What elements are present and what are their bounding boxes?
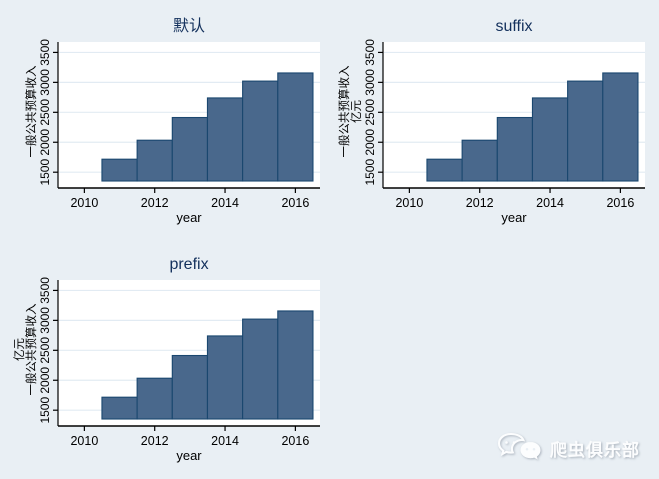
chart-panel-suffix: 1500 2000 2500 3000 3500 2010 2012 2014 2016 year… — [333, 6, 651, 239]
chart-title: 默认 — [173, 17, 205, 35]
svg-text:亿元: 亿元 — [13, 338, 26, 361]
svg-text:2014: 2014 — [211, 196, 239, 210]
svg-text:2012: 2012 — [141, 196, 169, 210]
bar-2015 — [567, 80, 604, 182]
wechat-bubbles-icon — [497, 432, 541, 460]
x-axis-title: year — [501, 210, 527, 225]
x-tick-labels: 2010 2012 2014 2016 — [70, 426, 309, 448]
svg-text:2012: 2012 — [466, 196, 494, 210]
y-axis-title: 一般公共预算收入 亿元 — [337, 65, 363, 157]
bar-2011 — [101, 158, 138, 182]
svg-text:一般公共预算收入: 一般公共预算收入 — [24, 303, 38, 395]
x-axis-title: year — [176, 448, 202, 463]
svg-text:1500: 1500 — [363, 159, 377, 186]
svg-text:2014: 2014 — [211, 434, 239, 448]
svg-text:1500: 1500 — [38, 397, 52, 424]
bars — [101, 310, 314, 420]
watermark-label: 爬虫俱乐部 — [550, 440, 640, 460]
svg-text:2016: 2016 — [606, 196, 634, 210]
chart-panel-prefix: 1500 2000 2500 3000 3500 2010 2012 2014 2016 year… — [8, 244, 326, 477]
bar-2016 — [277, 72, 314, 182]
svg-text:3500: 3500 — [38, 277, 52, 304]
bar-2011 — [426, 158, 463, 182]
bar-2015 — [242, 80, 279, 182]
svg-text:2014: 2014 — [536, 196, 564, 210]
bars — [426, 72, 639, 182]
y-axis-title: 亿元 一般公共预算收入 — [13, 303, 38, 395]
svg-text:1500: 1500 — [38, 159, 52, 186]
bar-2014 — [531, 97, 569, 182]
bar-2013 — [171, 116, 209, 182]
bar-2014 — [206, 335, 244, 420]
svg-text:2012: 2012 — [141, 434, 169, 448]
x-tick-labels: 2010 2012 2014 2016 — [395, 188, 634, 210]
bars — [101, 72, 314, 182]
svg-text:2016: 2016 — [281, 434, 309, 448]
svg-text:2000: 2000 — [38, 129, 52, 156]
x-tick-labels: 2010 2012 2014 2016 — [70, 188, 309, 210]
bar-2016 — [277, 310, 314, 420]
bar-2012 — [136, 377, 173, 420]
bar-2011 — [101, 396, 138, 420]
svg-text:一般公共预算收入: 一般公共预算收入 — [24, 65, 38, 157]
svg-text:2500: 2500 — [38, 99, 52, 126]
svg-text:一般公共预算收入: 一般公共预算收入 — [337, 65, 351, 157]
y-tick-labels: 1500 2000 2500 3000 3500 — [363, 39, 383, 186]
svg-text:2010: 2010 — [70, 434, 98, 448]
svg-text:3000: 3000 — [38, 307, 52, 334]
y-tick-labels: 1500 2000 2500 3000 3500 — [38, 39, 58, 186]
x-axis-title: year — [176, 210, 202, 225]
svg-text:2016: 2016 — [281, 196, 309, 210]
y-tick-labels: 1500 2000 2500 3000 3500 — [38, 277, 58, 424]
bar-2013 — [496, 116, 534, 182]
svg-text:亿元: 亿元 — [350, 100, 363, 123]
bar-chart-default: 1500 2000 2500 3000 3500 2010 2012 2014 2016 year… — [24, 17, 320, 225]
svg-text:2500: 2500 — [363, 99, 377, 126]
svg-text:2000: 2000 — [363, 129, 377, 156]
bar-2014 — [206, 97, 244, 182]
chart-title: prefix — [169, 256, 208, 273]
svg-text:2000: 2000 — [38, 367, 52, 394]
y-axis-title: 一般公共预算收入 — [24, 65, 38, 157]
svg-text:2500: 2500 — [38, 337, 52, 364]
bar-2012 — [136, 139, 173, 182]
bar-2016 — [602, 72, 639, 182]
svg-text:3500: 3500 — [38, 39, 52, 66]
chart-panel-default: 1500 2000 2500 3000 3500 2010 2012 2014 2016 year… — [8, 6, 326, 239]
bar-chart-prefix: 1500 2000 2500 3000 3500 2010 2012 2014 2016 year… — [13, 256, 320, 463]
svg-text:3000: 3000 — [38, 69, 52, 96]
svg-text:3500: 3500 — [363, 39, 377, 66]
svg-text:2010: 2010 — [70, 196, 98, 210]
bar-2013 — [171, 354, 209, 420]
bar-2015 — [242, 318, 279, 420]
chart-title: suffix — [495, 18, 532, 35]
svg-text:3000: 3000 — [363, 69, 377, 96]
watermark: 爬虫俱乐部 — [496, 432, 640, 464]
bar-2012 — [461, 139, 498, 182]
svg-text:2010: 2010 — [395, 196, 423, 210]
bar-chart-suffix: 1500 2000 2500 3000 3500 2010 2012 2014 2016 year… — [337, 18, 645, 225]
